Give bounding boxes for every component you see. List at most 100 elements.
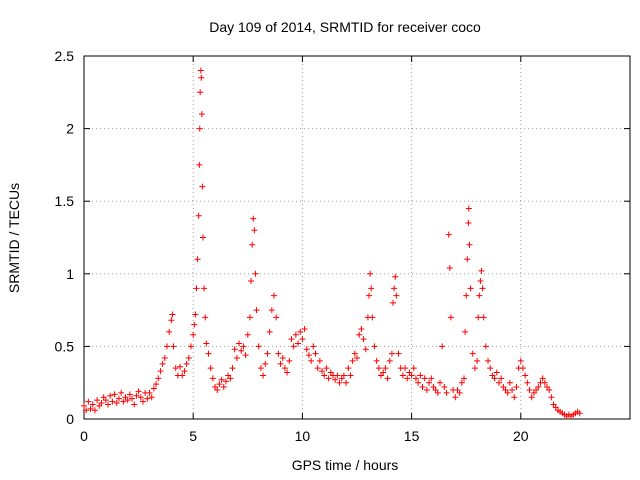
data-point	[495, 379, 502, 386]
data-point	[428, 375, 435, 382]
data-point	[109, 398, 116, 405]
data-point	[465, 219, 472, 226]
data-point	[368, 285, 375, 292]
data-point	[478, 267, 485, 274]
y-tick-label: 1.5	[55, 193, 75, 209]
data-point	[148, 394, 155, 401]
data-point	[476, 292, 483, 299]
data-point	[506, 379, 513, 386]
data-point	[404, 375, 411, 382]
data-point	[115, 395, 122, 402]
data-point	[135, 388, 142, 395]
x-tick-label: 15	[404, 428, 420, 444]
data-point	[179, 372, 186, 379]
data-point	[482, 343, 489, 350]
data-point	[380, 369, 387, 376]
data-point	[196, 125, 203, 132]
data-point	[268, 307, 275, 314]
data-point	[349, 357, 356, 364]
data-point	[111, 391, 118, 398]
data-point	[191, 321, 198, 328]
data-point	[139, 398, 146, 405]
data-point	[98, 400, 105, 407]
data-point	[260, 372, 267, 379]
data-point	[199, 183, 206, 190]
data-point	[207, 365, 214, 372]
data-point	[546, 386, 553, 393]
data-point	[159, 360, 166, 367]
data-point	[292, 331, 299, 338]
data-point	[513, 384, 520, 391]
data-point	[222, 378, 229, 385]
data-point	[391, 285, 398, 292]
data-point	[264, 350, 271, 357]
data-point	[452, 394, 459, 401]
data-point	[421, 375, 428, 382]
data-point	[198, 111, 205, 118]
data-point	[477, 278, 484, 285]
data-point	[120, 398, 127, 405]
data-point	[423, 386, 430, 393]
data-point	[220, 384, 227, 391]
data-point	[541, 379, 548, 386]
data-point	[163, 343, 170, 350]
data-point	[366, 292, 373, 299]
data-point	[227, 375, 234, 382]
data-point	[196, 161, 203, 168]
data-point	[166, 328, 173, 335]
data-point	[441, 384, 448, 391]
data-point	[347, 372, 354, 379]
x-tick-label: 0	[80, 428, 88, 444]
data-point	[522, 372, 529, 379]
data-point	[83, 407, 90, 414]
data-point	[255, 343, 262, 350]
data-point	[524, 379, 531, 386]
data-point	[198, 74, 205, 81]
data-point	[197, 67, 204, 74]
data-point	[233, 355, 240, 362]
data-point	[218, 376, 225, 383]
data-point	[487, 365, 494, 372]
data-point	[373, 357, 380, 364]
data-point	[392, 273, 399, 280]
data-point	[251, 227, 258, 234]
data-point	[384, 375, 391, 382]
data-point	[526, 386, 533, 393]
data-point	[436, 379, 443, 386]
data-point	[323, 365, 330, 372]
data-point	[246, 314, 253, 321]
data-point	[390, 299, 397, 306]
x-tick-label: 10	[295, 428, 311, 444]
data-point	[102, 397, 109, 404]
y-tick-label: 0.5	[55, 338, 75, 354]
data-point	[242, 352, 249, 359]
data-point	[153, 381, 160, 388]
plot-frame	[83, 55, 631, 420]
data-point	[334, 372, 341, 379]
data-point	[464, 256, 471, 263]
data-point	[461, 375, 468, 382]
data-point	[252, 270, 259, 277]
data-point	[284, 369, 291, 376]
data-point	[332, 376, 339, 383]
data-point	[169, 311, 176, 318]
data-point	[279, 355, 286, 362]
data-point	[248, 278, 255, 285]
data-point	[576, 410, 583, 417]
x-tick-label: 20	[513, 428, 529, 444]
data-point	[511, 394, 518, 401]
data-point	[504, 389, 511, 396]
data-point	[229, 365, 236, 372]
data-point	[197, 89, 204, 96]
data-point	[354, 355, 360, 362]
data-point	[81, 402, 87, 409]
data-point	[491, 375, 498, 382]
data-point	[91, 407, 98, 414]
data-point	[137, 394, 144, 401]
data-point	[519, 365, 526, 372]
data-point	[412, 375, 419, 382]
data-point	[124, 397, 131, 404]
data-point	[170, 343, 177, 350]
data-points	[81, 67, 583, 420]
